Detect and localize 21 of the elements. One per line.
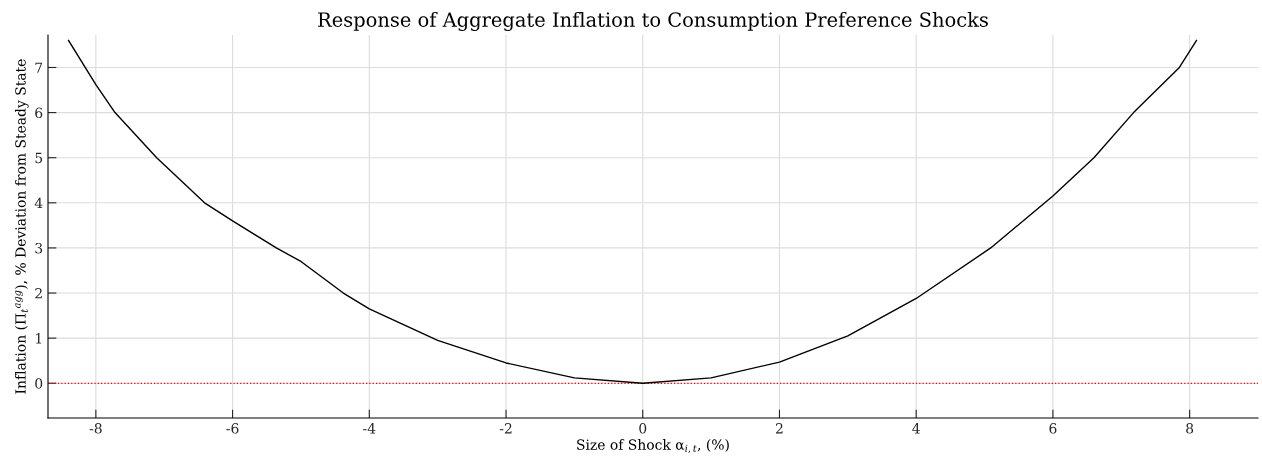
x-axis-title: Size of Shock α$_{i,t}$, (%) [577,439,729,454]
y-tick-label: 1 [36,333,42,344]
y-tick-label: 3 [35,242,43,254]
y-tick-label: 4 [34,197,43,209]
y-axis-title: Inflation (Π$_{t}$$^{agg}$), % Deviation from Steady State [15,59,29,394]
x-tick-label: -4 [363,423,376,434]
x-tick-label: -2 [499,423,512,434]
x-tick-label: 8 [1186,423,1194,434]
x-tick-label: 6 [1049,423,1057,434]
x-tick-label: -6 [226,423,239,434]
y-tick-label: 5 [35,152,43,164]
x-tick-label: 4 [912,423,920,434]
y-tick-label: 7 [35,62,43,73]
y-tick-label: 0 [35,378,43,389]
y-tick-label: 2 [35,288,42,299]
x-tick-label: 2 [775,423,783,434]
line-series [67,39,1198,384]
x-tick-label: -8 [89,423,102,434]
y-tick-label: 6 [35,107,43,119]
chart-title: Response of Aggregate Inflation to Consumption Preference Shocks [318,11,988,31]
x-tick-label: 0 [639,423,647,434]
